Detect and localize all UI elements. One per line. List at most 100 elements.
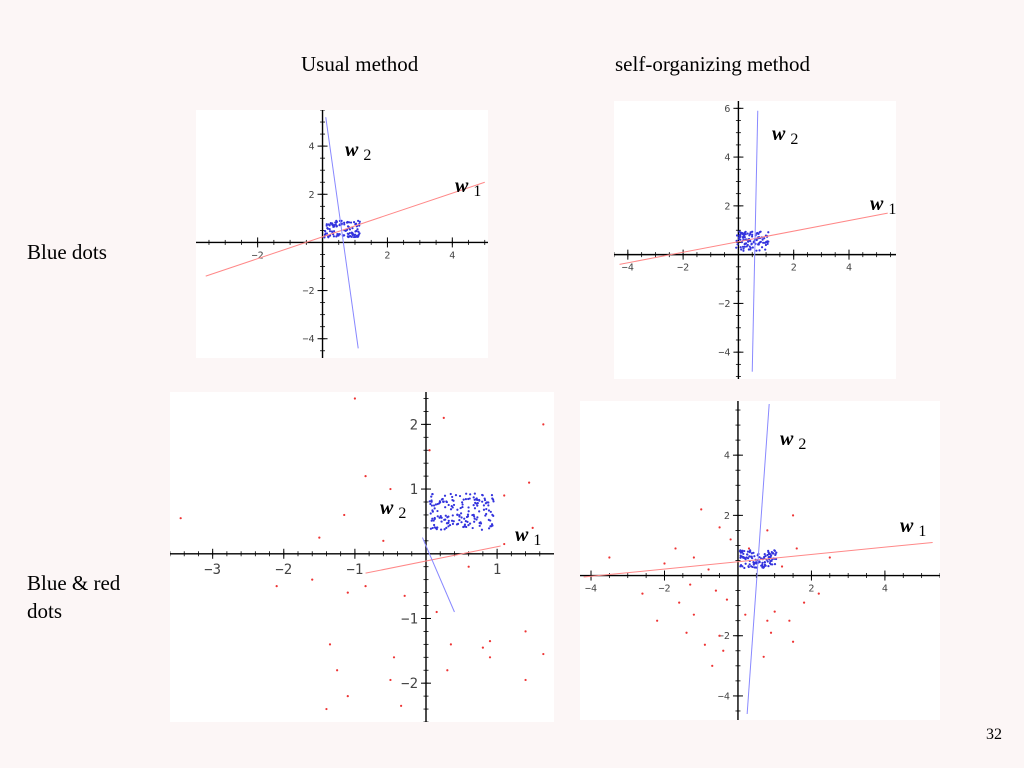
- red-point: [769, 631, 773, 634]
- blue-point: [351, 227, 354, 230]
- red-point: [703, 643, 706, 646]
- blue-point: [741, 236, 744, 239]
- blue-point: [328, 227, 331, 231]
- blue-point: [748, 234, 751, 237]
- blue-point: [758, 561, 761, 564]
- blue-point: [429, 502, 432, 506]
- w1-symbol: w: [870, 193, 884, 215]
- y-tick-label: 2: [410, 417, 418, 433]
- x-tick-label: −2: [677, 263, 689, 274]
- red-point: [692, 556, 695, 559]
- blue-point: [439, 528, 443, 531]
- blue-point: [467, 497, 470, 501]
- blue-point: [738, 230, 741, 233]
- blue-point: [750, 243, 753, 246]
- w1-symbol: w: [455, 175, 469, 197]
- blue-point: [429, 512, 432, 515]
- blue-point: [466, 520, 469, 523]
- x-tick-label: −4: [585, 584, 597, 595]
- blue-point: [327, 223, 330, 226]
- blue-point: [473, 492, 476, 495]
- row-label-blue-dots: Blue dots: [27, 238, 107, 266]
- w1-line: [205, 181, 485, 277]
- blue-point: [335, 225, 338, 228]
- row-label-line-2: dots: [27, 599, 63, 623]
- blue-point: [461, 501, 464, 504]
- blue-point: [343, 221, 346, 224]
- red-point: [389, 678, 392, 682]
- y-tick-label: −2: [401, 676, 418, 692]
- blue-point: [452, 499, 455, 502]
- blue-point: [430, 519, 433, 522]
- blue-point: [444, 514, 447, 517]
- red-point: [531, 526, 534, 529]
- w1-symbol: w: [515, 524, 529, 546]
- blue-point: [483, 497, 486, 500]
- blue-point: [763, 553, 766, 556]
- blue-point: [741, 245, 745, 248]
- blue-point: [750, 565, 753, 568]
- blue-point: [744, 233, 747, 236]
- blue-point: [460, 516, 463, 519]
- blue-point: [326, 226, 329, 230]
- blue-point: [739, 563, 743, 567]
- red-point: [678, 601, 681, 604]
- red-point: [311, 578, 314, 581]
- red-point: [700, 508, 703, 511]
- blue-point: [431, 526, 434, 530]
- red-point: [389, 487, 392, 491]
- blue-point: [449, 492, 452, 496]
- blue-point: [431, 510, 434, 513]
- blue-point: [489, 510, 492, 513]
- blue-point: [447, 521, 450, 524]
- blue-point: [447, 525, 450, 528]
- blue-point: [760, 246, 764, 249]
- blue-point: [436, 515, 439, 518]
- red-point: [707, 568, 710, 571]
- red-point: [179, 517, 182, 520]
- blue-point: [757, 243, 760, 246]
- blue-point: [753, 561, 757, 564]
- blue-point: [456, 513, 459, 516]
- blue-point: [743, 245, 746, 248]
- blue-point: [478, 499, 481, 502]
- blue-point: [766, 560, 769, 563]
- blue-point: [769, 560, 772, 563]
- blue-point: [487, 501, 490, 504]
- blue-point: [484, 502, 487, 505]
- blue-point: [476, 516, 479, 519]
- blue-point: [444, 506, 447, 509]
- red-point: [428, 449, 431, 452]
- red-point: [766, 619, 769, 622]
- blue-point: [463, 523, 467, 526]
- red-point: [503, 494, 506, 497]
- blue-point: [490, 493, 494, 497]
- red-point: [674, 547, 677, 550]
- red-point: [817, 592, 820, 595]
- blue-point: [440, 498, 443, 501]
- blue-point: [764, 248, 767, 251]
- red-point: [766, 529, 769, 532]
- blue-point: [338, 224, 341, 227]
- x-tick-label: 4: [846, 263, 852, 274]
- blue-point: [487, 527, 491, 530]
- red-point: [400, 704, 403, 707]
- blue-point: [461, 503, 464, 506]
- blue-point: [480, 528, 484, 531]
- red-point: [788, 619, 791, 622]
- red-point: [685, 631, 688, 634]
- red-point: [722, 649, 725, 652]
- blue-point: [443, 528, 446, 531]
- blue-point: [761, 564, 764, 568]
- blue-point: [445, 500, 448, 503]
- blue-point: [767, 240, 770, 243]
- red-point: [747, 547, 751, 550]
- red-point: [762, 655, 765, 658]
- blue-point: [482, 508, 486, 511]
- blue-point: [355, 222, 358, 225]
- blue-point: [439, 500, 442, 504]
- blue-point: [465, 515, 469, 519]
- blue-point: [763, 241, 767, 244]
- w2-subscript: 2: [798, 436, 806, 453]
